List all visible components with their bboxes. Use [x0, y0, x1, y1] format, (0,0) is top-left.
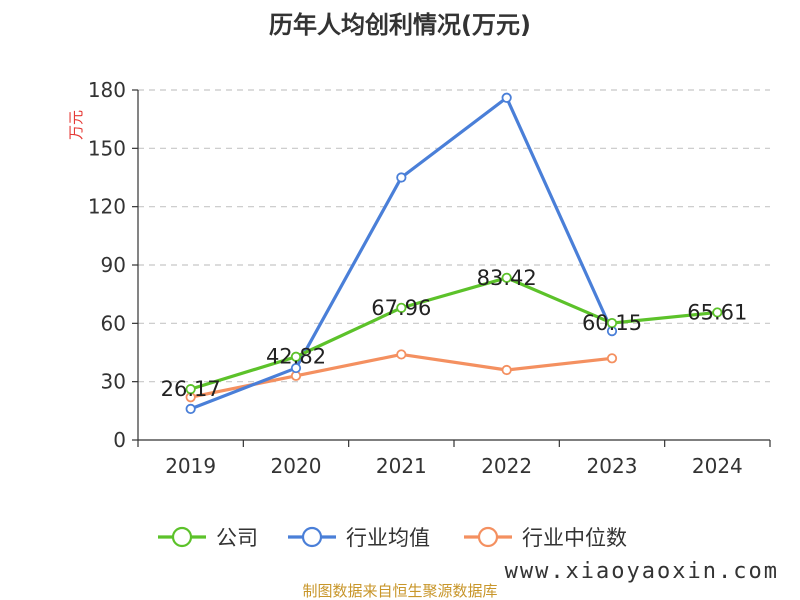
series-line	[190, 352, 613, 399]
source-note: 制图数据来自恒生聚源数据库	[302, 582, 497, 600]
y-axis-ticks: 0 30 60 90 120 150 180	[88, 78, 139, 452]
data-label: 83.42	[477, 266, 537, 290]
chart-title: 历年人均创利情况(万元)	[269, 11, 531, 39]
legend-label: 公司	[216, 526, 258, 550]
data-point	[501, 272, 512, 283]
x-tick-label: 2022	[481, 454, 532, 478]
x-axis: 2019 2020 2021 2022 2023 2024	[137, 439, 771, 478]
legend-label: 行业均值	[346, 526, 430, 550]
legend-item[interactable]: 行业均值	[288, 526, 430, 550]
data-point	[185, 403, 196, 414]
y-tick-label: 90	[101, 253, 126, 277]
x-tick-label: 2024	[692, 454, 743, 478]
x-tick-label: 2019	[165, 454, 216, 478]
data-point	[185, 384, 196, 395]
legend-marker	[171, 526, 193, 548]
x-tick-label: 2021	[376, 454, 427, 478]
legend-label: 行业中位数	[522, 526, 627, 550]
series-line	[190, 96, 614, 411]
data-point	[290, 351, 302, 362]
data-point	[501, 92, 512, 103]
data-point	[712, 307, 723, 318]
y-tick-label: 150	[88, 136, 126, 160]
series-group	[185, 92, 723, 414]
grid-lines	[138, 89, 770, 383]
x-tick-label: 2020	[271, 454, 322, 478]
data-label: 67.96	[371, 296, 431, 320]
data-point	[606, 353, 618, 364]
watermark-text: www.xiaoyaoxin.com	[505, 559, 779, 584]
data-point	[606, 317, 618, 329]
data-point	[501, 364, 512, 376]
y-tick-label: 180	[88, 78, 126, 102]
y-tick-label: 0	[113, 428, 126, 452]
series-line	[190, 276, 718, 391]
data-point	[396, 172, 407, 183]
legend-marker	[477, 526, 499, 548]
y-tick-label: 60	[101, 311, 126, 335]
data-point	[396, 349, 407, 360]
x-tick-label: 2023	[587, 454, 638, 478]
data-label: 65.61	[687, 300, 747, 324]
y-axis-label: 万元	[67, 110, 85, 140]
data-label: 26.17	[161, 377, 221, 401]
data-label: 42.82	[266, 345, 326, 369]
data-point	[396, 302, 407, 313]
legend-marker	[301, 526, 323, 548]
legend[interactable]: 公司 行业均值 行业中位数	[158, 526, 627, 550]
y-tick-label: 30	[101, 370, 126, 394]
data-point	[290, 362, 302, 374]
legend-item[interactable]: 行业中位数	[464, 526, 627, 550]
legend-item[interactable]: 公司	[158, 526, 258, 550]
data-label: 60.15	[582, 311, 642, 335]
data-labels: 26.17 42.82 67.96 83.42 60.15 65.61	[161, 266, 748, 401]
y-tick-label: 120	[88, 195, 126, 219]
